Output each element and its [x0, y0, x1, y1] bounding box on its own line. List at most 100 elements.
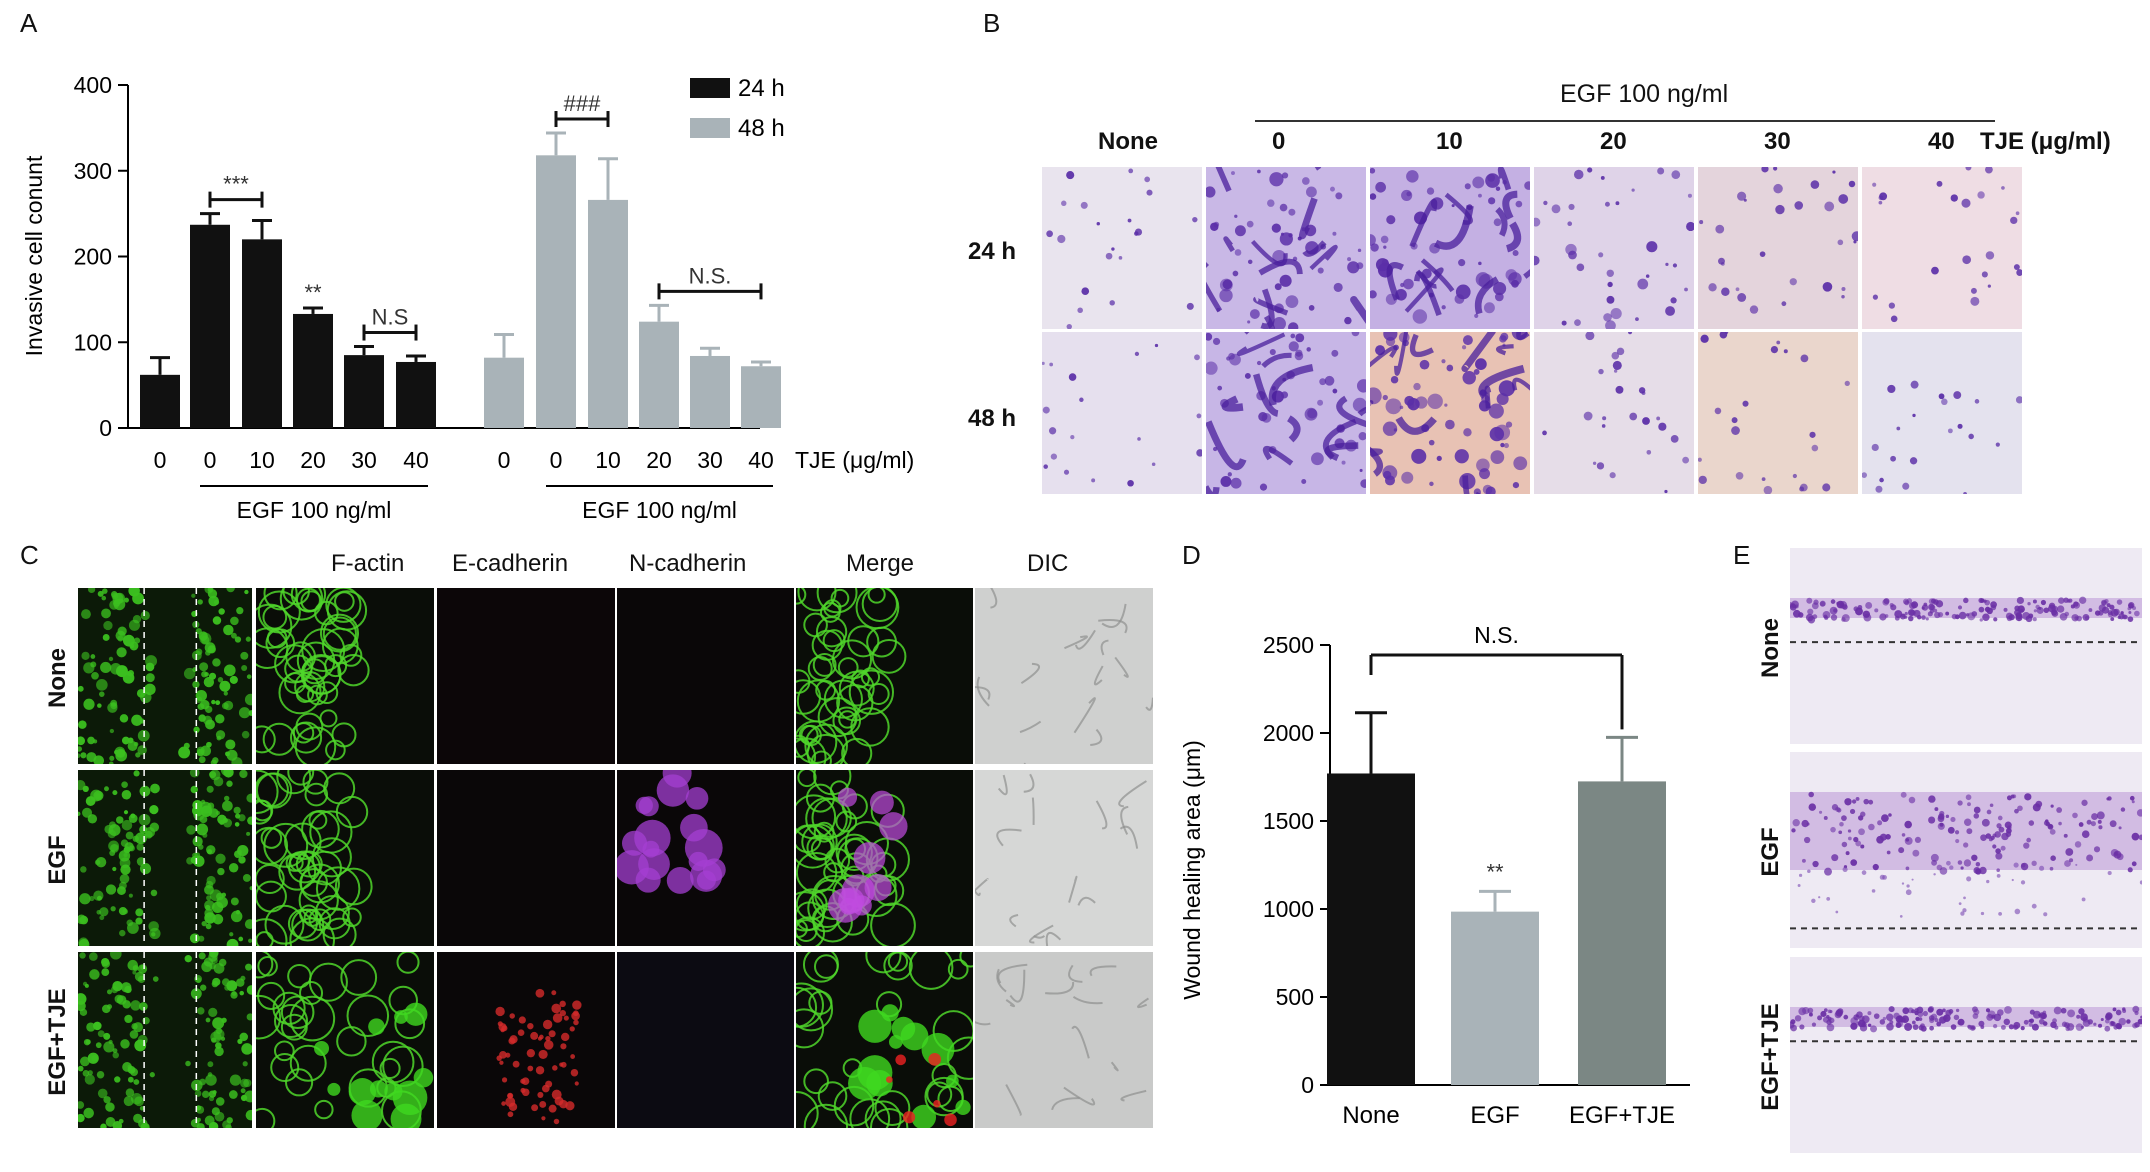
d-y-tick-label: 1000 [1263, 896, 1314, 922]
panel-b-micrograph [1862, 167, 2022, 329]
panel-b-micrograph [1862, 332, 2022, 494]
panel-c-image [796, 770, 973, 946]
panel-b-col-header: None [1098, 128, 1158, 155]
a-x-tick-label: 0 [498, 447, 511, 473]
panel-b-micrograph [1370, 332, 1530, 494]
panel-b-micrograph [1370, 167, 1530, 329]
a-sig-label: *** [223, 172, 249, 197]
panel-e-row-label: None [1757, 618, 1784, 678]
a-bar-24h [396, 361, 436, 428]
a-sig-label: ** [304, 280, 322, 305]
a-bar-48h [536, 155, 576, 428]
a-y-tick-label: 100 [74, 329, 112, 355]
panel-e-wound-image [1790, 957, 2142, 1153]
panel-c-image [78, 770, 252, 946]
panel-c-col-header: Merge [846, 550, 915, 577]
d-y-tick-label: 1500 [1263, 808, 1314, 834]
d-x-tick-label: None [1342, 1102, 1399, 1129]
a-bar-24h [293, 313, 333, 428]
panel-c-image [975, 770, 1153, 946]
a-x-tick-label: 30 [351, 447, 377, 473]
panel-b-col-header: 40 [1928, 128, 1955, 155]
a-bar-48h [484, 357, 524, 428]
d-y-tick-label: 2000 [1263, 720, 1314, 746]
a-x-tick-label: 30 [697, 447, 723, 473]
panel-b-micrograph [1206, 167, 1366, 329]
a-y-tick-label: 0 [99, 415, 112, 441]
panel-c-image [796, 952, 973, 1128]
panel-e-letter: E [1733, 540, 1751, 570]
panel-c-image [256, 588, 434, 764]
panel-b-micrograph [1698, 332, 1858, 494]
panel-b-micrograph [1534, 167, 1694, 329]
a-x-tick-label: 0 [154, 447, 167, 473]
d-bar [1451, 911, 1539, 1085]
panel-c-image [796, 588, 973, 764]
a-x-tick-label: 40 [748, 447, 774, 473]
panel-b-egf-line [1255, 120, 1995, 122]
a-y-tick-label: 400 [74, 72, 112, 98]
a-bar-24h [140, 374, 180, 428]
a-x-tick-label: 40 [403, 447, 429, 473]
panel-c-image [437, 588, 615, 764]
a-legend-label: 48 h [738, 115, 785, 142]
panel-c-image [256, 770, 434, 946]
panel-b-egf-label: EGF 100 ng/ml [1560, 80, 1729, 108]
a-legend-label: 24 h [738, 75, 785, 102]
d-sig-label: N.S. [1474, 622, 1519, 648]
a-x-unit-label: TJE (μg/ml) [795, 447, 914, 473]
a-bar-48h [741, 366, 781, 428]
panel-e-wound-image [1790, 548, 2142, 744]
panel-b-unit-label: TJE (μg/ml) [1980, 128, 2111, 155]
a-sig-label: N.S [372, 305, 409, 330]
a-x-tick-label: 20 [646, 447, 672, 473]
a-x-tick-label: 0 [550, 447, 563, 473]
panel-b-micrograph [1534, 332, 1694, 494]
a-y-tick-label: 300 [74, 158, 112, 184]
a-y-axis-label: Invasive cell conunt [21, 155, 47, 356]
panel-c-letter: C [20, 540, 39, 570]
panel-b-col-header: 0 [1272, 128, 1286, 155]
panel-b-micrograph [1042, 167, 1202, 329]
d-x-tick-label: EGF+TJE [1569, 1102, 1675, 1129]
panel-e-row-label: EGF [1757, 827, 1784, 877]
panel-c-image [617, 952, 794, 1128]
a-bar-24h [190, 224, 230, 428]
panel-c-col-header: N-cadherin [629, 550, 747, 577]
d-bar [1578, 781, 1666, 1085]
a-legend-swatch [690, 78, 730, 98]
panel-b-micrograph [1042, 332, 1202, 494]
panel-c-image [437, 770, 615, 946]
panel-c-image [256, 952, 434, 1128]
panel-c-image [617, 588, 794, 764]
panel-c-image [975, 952, 1153, 1128]
panel-b-col-header: 20 [1600, 128, 1627, 155]
panel-e-wound-image [1790, 752, 2142, 948]
d-x-tick-label: EGF [1470, 1102, 1519, 1129]
panel-c-image [437, 952, 615, 1128]
d-y-tick-label: 2500 [1263, 632, 1314, 658]
a-x-tick-label: 10 [595, 447, 621, 473]
panel-c-image [78, 588, 252, 764]
d-sig-label: ** [1486, 859, 1504, 884]
d-y-axis-label: Wound healing area (μm) [1179, 740, 1205, 1000]
a-egf-label: EGF 100 ng/ml [237, 497, 392, 523]
panel-b-col-header: 10 [1436, 128, 1463, 155]
panel-a-letter: A [20, 8, 38, 38]
a-bar-24h [344, 355, 384, 428]
a-bar-48h [588, 199, 628, 428]
panel-b-letter: B [983, 8, 1001, 38]
d-y-tick-label: 0 [1301, 1072, 1314, 1098]
panel-b-micrograph [1206, 332, 1366, 494]
a-bar-24h [242, 239, 282, 428]
panel-c-col-header: E-cadherin [452, 550, 569, 577]
a-x-tick-label: 20 [300, 447, 326, 473]
panel-c-row-label: EGF+TJE [44, 988, 71, 1096]
d-y-tick-label: 500 [1276, 984, 1314, 1010]
a-x-tick-label: 10 [249, 447, 275, 473]
panel-d-letter: D [1182, 540, 1201, 570]
a-x-tick-label: 0 [204, 447, 217, 473]
panel-c-row-label: None [44, 648, 71, 708]
a-sig-label: N.S. [689, 263, 732, 288]
